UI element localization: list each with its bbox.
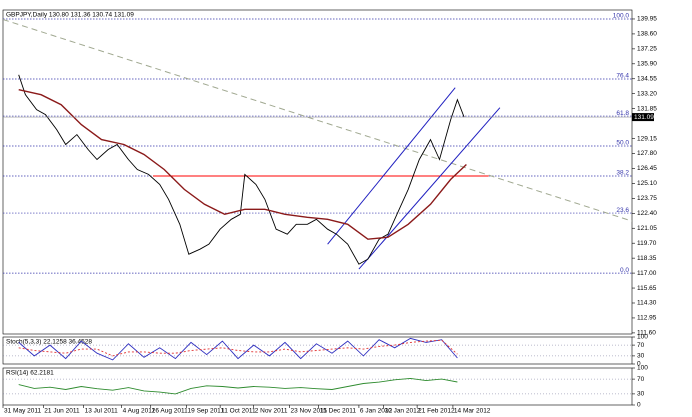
- y-tick-label: 100: [637, 365, 648, 372]
- x-tick-label: 4 Aug 2011: [123, 408, 156, 415]
- series-line: [18, 74, 465, 265]
- series-line: [18, 377, 458, 395]
- y-tick-label: 119.70: [637, 240, 657, 247]
- y-tick-label: 117.00: [637, 270, 657, 277]
- x-tick-label: 11 Oct 2011: [221, 408, 256, 415]
- y-tick-label: 100: [637, 334, 648, 341]
- y-tick-label: 134.55: [637, 75, 657, 82]
- x-tick-label: 23 Nov 2011: [291, 408, 328, 415]
- y-tick-label: 118.35: [637, 255, 657, 262]
- fib-label: 61.8: [616, 110, 629, 117]
- x-tick-label: 26 Aug 2011: [152, 408, 188, 415]
- y-tick-label: 70: [637, 376, 645, 383]
- x-tick-label: 21 Jun 2011: [44, 408, 80, 415]
- x-tick-label: 6 Jan 2012: [360, 408, 393, 415]
- y-tick-label: 131.85: [637, 105, 657, 112]
- panel-title: GBPJPY,Daily 130.80 131.36 130.74 131.09: [6, 12, 134, 19]
- y-tick-label: 138.60: [637, 31, 657, 38]
- series-line: [18, 89, 467, 240]
- x-tick-label: 15 Dec 2011: [320, 408, 357, 415]
- fib-label: 50.0: [616, 140, 629, 147]
- y-tick-label: 70: [637, 342, 645, 349]
- last-price-label: 131.09: [634, 114, 654, 121]
- y-tick-label: 123.75: [637, 195, 657, 202]
- y-tick-label: 137.25: [637, 46, 657, 53]
- y-tick-label: 0: [637, 402, 641, 409]
- panel-frame: [2, 9, 633, 335]
- fib-label: 76.4: [616, 73, 629, 80]
- x-tick-label: 2 Nov 2011: [255, 408, 288, 415]
- y-tick-label: 0: [637, 361, 641, 368]
- y-tick-label: 127.80: [637, 150, 657, 157]
- x-tick-label: 13 Jul 2011: [85, 408, 119, 415]
- fib-label: 38.2: [616, 170, 629, 177]
- drawn-line: [358, 107, 501, 270]
- panel-title: RSI(14) 62.2181: [6, 370, 54, 377]
- x-tick-label: 21 Feb 2012: [418, 408, 455, 415]
- y-tick-label: 122.40: [637, 210, 657, 217]
- panel-frame: [2, 336, 633, 365]
- y-tick-label: 114.30: [637, 300, 657, 307]
- x-tick-label: 14 Mar 2012: [454, 408, 491, 415]
- y-tick-label: 30: [637, 353, 645, 360]
- y-tick-label: 125.10: [637, 180, 657, 187]
- y-tick-label: 115.65: [637, 285, 657, 292]
- y-tick-label: 121.05: [637, 225, 657, 232]
- x-tick-label: 31 May 2011: [4, 408, 41, 415]
- y-tick-label: 133.20: [637, 90, 657, 97]
- y-tick-label: 111.60: [637, 330, 656, 337]
- y-tick-label: 30: [637, 391, 645, 398]
- y-tick-label: 129.15: [637, 135, 657, 142]
- panel-title: Stoch(5,3,3) 22.1258 36.4528: [6, 339, 92, 346]
- series-line: [18, 339, 458, 357]
- drawn-line: [327, 87, 456, 245]
- drawn-line: [2, 19, 633, 222]
- x-tick-label: 30 Jan 2012: [385, 408, 421, 415]
- fib-label: 100.0: [613, 13, 630, 20]
- fib-label: 23.6: [616, 207, 629, 214]
- fib-label: 0.0: [620, 267, 629, 274]
- y-tick-label: 139.95: [637, 16, 657, 23]
- y-tick-label: 135.90: [637, 61, 657, 68]
- x-tick-label: 19 Sep 2011: [188, 408, 225, 415]
- last-price-box: [632, 113, 654, 122]
- y-tick-label: 126.45: [637, 165, 657, 172]
- panel-frame: [2, 367, 633, 406]
- y-tick-label: 112.95: [637, 315, 657, 322]
